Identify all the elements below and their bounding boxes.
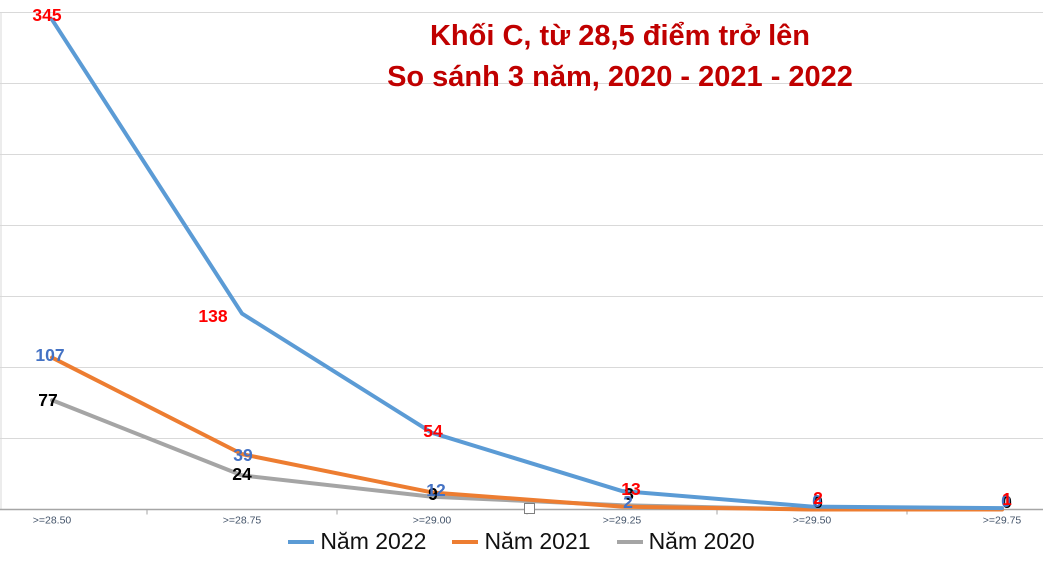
- x-axis-label[interactable]: >=29.50: [793, 515, 832, 527]
- legend-label-năm-2021: Năm 2021: [484, 528, 591, 554]
- legend: Năm 2022 Năm 2021 Năm 2020: [0, 528, 1043, 555]
- legend-label-năm-2022: Năm 2022: [320, 528, 427, 554]
- series-line-năm-2021[interactable]: [50, 355, 1004, 512]
- data-label: 39: [233, 445, 253, 465]
- x-axis-label[interactable]: >=29.75: [983, 515, 1022, 527]
- data-label: 13: [621, 479, 641, 499]
- data-label: 77: [38, 390, 57, 410]
- legend-item-năm-2022[interactable]: Năm 2022: [288, 528, 426, 555]
- legend-item-năm-2021[interactable]: Năm 2021: [452, 528, 591, 555]
- legend-swatch-năm-2021: [452, 539, 479, 544]
- x-axis-label[interactable]: >=28.75: [223, 515, 262, 527]
- data-label: 107: [35, 345, 64, 365]
- x-axis-label[interactable]: >=29.00: [413, 515, 452, 527]
- data-label: 345: [32, 5, 61, 25]
- data-label: 0: [1001, 491, 1011, 511]
- axis-selection-handle[interactable]: [524, 503, 535, 514]
- data-label: 138: [198, 306, 227, 326]
- data-label: 0: [812, 491, 822, 511]
- x-axis-label[interactable]: >=29.25: [603, 515, 642, 527]
- legend-item-năm-2020[interactable]: Năm 2020: [616, 528, 755, 555]
- data-label: 2: [623, 492, 633, 512]
- legend-swatch-năm-2020: [616, 539, 643, 544]
- data-label: 3: [624, 484, 634, 504]
- data-label: 12: [426, 480, 446, 500]
- series-line-năm-2022[interactable]: [50, 17, 1004, 511]
- data-label: 9: [428, 484, 438, 504]
- legend-label-năm-2020: Năm 2020: [648, 528, 755, 554]
- data-label: 0: [1002, 492, 1012, 512]
- x-axis-label[interactable]: >=28.50: [33, 515, 72, 527]
- data-label: 54: [423, 421, 443, 441]
- legend-swatch-năm-2022: [288, 539, 315, 544]
- series-line-năm-2020[interactable]: [50, 398, 1004, 512]
- data-label: 1: [1002, 489, 1012, 509]
- data-label: 2: [813, 488, 823, 508]
- data-label: 0: [813, 492, 823, 512]
- data-label: 24: [232, 464, 252, 484]
